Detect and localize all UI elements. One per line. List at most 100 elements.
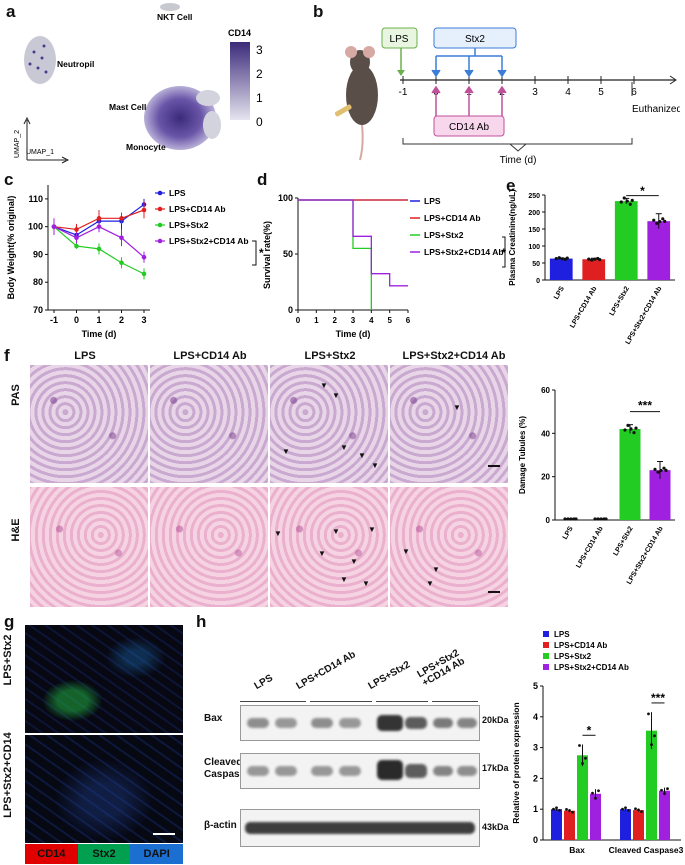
significance-bracket [252, 240, 257, 266]
y-axis-label: Damage Tubules (%) [518, 416, 527, 494]
if-row-label: LPS+Stx2+CD14 [2, 732, 14, 818]
legend-label: LPS+Stx2 [169, 220, 209, 230]
data-dot [587, 257, 591, 261]
survival-curve [298, 199, 408, 287]
cluster-label-monocyte: Monocyte [126, 142, 166, 152]
data-dot [628, 202, 632, 206]
data-dot [619, 200, 623, 204]
histology-col-header: LPS+Stx2+CD14 Ab [402, 350, 506, 362]
data-dot [658, 219, 662, 224]
bar [614, 201, 638, 280]
y-tick-label: 1 [533, 804, 538, 814]
x-tick-label: LPS+CD14 Ab [569, 286, 598, 330]
stx2-arrows [431, 56, 507, 78]
data-dot [591, 791, 594, 795]
legend-marker [157, 238, 163, 244]
nkt-cluster [160, 3, 180, 11]
blot-beta-actin [240, 809, 480, 847]
y-tick-label: 100 [28, 222, 43, 232]
data-dot [596, 517, 600, 521]
bar [577, 755, 588, 840]
data-point [51, 224, 57, 229]
damage-arrow-icon: ▼ [320, 381, 328, 390]
legend-label: LPS [169, 188, 186, 198]
data-dot [571, 810, 574, 814]
histology-col-header: LPS [74, 350, 96, 362]
data-dot [624, 806, 627, 810]
data-dot [663, 792, 666, 796]
data-dot [578, 744, 581, 747]
legend-label: LPS+Stx2 [424, 230, 464, 240]
data-dot [554, 256, 558, 261]
data-dot [566, 517, 570, 521]
x-tick-label: LPS+Stx2 [612, 525, 634, 557]
blot-group-header: LPS+CD14 Ab [294, 649, 358, 692]
significance-mark: * [259, 246, 264, 260]
y-tick-label: 2 [533, 773, 538, 783]
colorbar [230, 42, 250, 120]
data-dot [604, 517, 608, 521]
x-tick-label: 1 [314, 316, 319, 325]
y-tick-label: 110 [28, 194, 43, 204]
x-tick-label: LPS+Stx2+CD14 Ab [625, 286, 664, 346]
data-dot [565, 256, 569, 260]
cluster-label-mast: Mast Cell [109, 102, 146, 112]
he-image-cd14 [150, 487, 268, 607]
x-tick-label: LPS+CD14 Ab [575, 526, 604, 570]
data-point [74, 227, 79, 232]
survival-curve [298, 199, 372, 310]
data-dot [560, 257, 564, 261]
legend-swatch [543, 664, 549, 670]
pas-image-stx2: ▼ ▼ ▼ ▼ ▼ ▼ [270, 365, 388, 483]
bar [647, 221, 671, 280]
x-tick-label: 0 [296, 316, 301, 325]
damage-tubules-chart: 0 20 40 60 LPS LPS+CD14 Ab LPS+Stx2LPS+Stx2+CD… [518, 386, 675, 586]
x-tick-label: 3 [351, 316, 356, 325]
data-point [96, 246, 102, 252]
legend-label: LPS+Stx2+CD14 Ab [424, 247, 504, 257]
x-tick-label: -1 [50, 315, 58, 325]
legend-label: LPS+Stx2+CD14 Ab [169, 236, 249, 246]
umap-axes [23, 116, 70, 164]
data-dot [626, 423, 630, 428]
colorbar-tick: 3 [256, 43, 263, 57]
y-tick-label: 100 [278, 193, 293, 203]
damage-arrow-icon: ▼ [432, 565, 440, 574]
channel-cd14: CD14 [25, 844, 78, 864]
y-tick-label: 0 [546, 516, 551, 525]
panel-label-f: f [4, 346, 10, 365]
legend-swatch [543, 631, 549, 637]
data-dot [590, 258, 594, 262]
data-point [96, 224, 102, 229]
x-tick-label: 1 [96, 315, 101, 325]
bar [646, 730, 657, 840]
damage-arrow-icon: ▼ [362, 579, 370, 588]
channel-dapi: DAPI [130, 844, 184, 864]
cd14-ab-box-label: CD14 Ab [449, 122, 489, 133]
bar [620, 809, 631, 840]
cluster-label-nkt: NKT Cell [157, 12, 192, 22]
blot-mw: 43kDa [482, 822, 509, 832]
blot-row-label: Bax [204, 713, 223, 724]
data-dot [659, 468, 663, 473]
significance-mark: * [587, 723, 592, 737]
blot-group-header: LPS+Stx2 [366, 659, 413, 692]
colorbar-tick: 0 [256, 115, 263, 129]
data-dot [655, 221, 659, 226]
time-bracket [402, 138, 633, 145]
data-dot [622, 196, 626, 200]
y-tick-label: 90 [33, 249, 43, 259]
legend-label: LPS+Stx2 [554, 652, 592, 661]
panel-label-g: g [4, 612, 15, 631]
colorbar-tick: 2 [256, 67, 263, 81]
umap-plot: NKT Cell Neutropil Mast Cell Monocyte CD… [14, 3, 263, 164]
data-dot [647, 712, 650, 716]
significance-mark: *** [651, 691, 665, 705]
x-axis-label: Time (d) [82, 329, 117, 339]
lps-box-label: LPS [390, 34, 409, 45]
legend-label: LPS+CD14 Ab [554, 641, 607, 650]
mast-monocyte-cluster [144, 86, 221, 150]
data-dot [662, 466, 666, 470]
x-tick-label: 5 [387, 316, 392, 325]
blot-mw: 17kDa [482, 763, 509, 773]
